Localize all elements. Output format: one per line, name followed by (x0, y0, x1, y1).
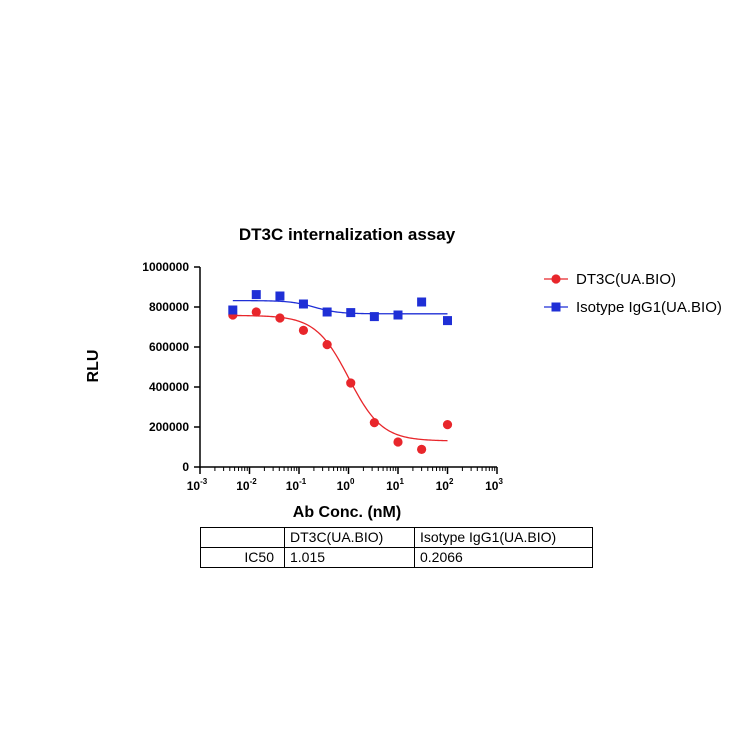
table-row-label: IC50 (200, 547, 285, 568)
table-header-row: DT3C(UA.BIO) Isotype IgG1(UA.BIO) (200, 527, 593, 548)
data-points (228, 290, 453, 454)
legend: DT3C(UA.BIO) Isotype IgG1(UA.BIO) (544, 271, 722, 316)
data-point-series-2 (228, 305, 238, 315)
data-point-series-2 (322, 307, 332, 317)
data-point-series-2 (369, 312, 379, 322)
y-tick-label: 400000 (149, 380, 189, 394)
data-point-series-2 (417, 297, 427, 307)
x-tick-label: 100 (337, 477, 355, 493)
data-point-series-2 (298, 299, 308, 309)
data-point-series-2 (443, 316, 452, 326)
y-axis-title: RLU (85, 350, 102, 383)
y-tick-label: 800000 (149, 300, 189, 314)
table-header-cell-isotype: Isotype IgG1(UA.BIO) (414, 527, 593, 548)
data-point-series-2 (393, 310, 403, 320)
fit-curve-series-2 (232, 299, 448, 315)
x-tick-label: 101 (386, 477, 404, 493)
data-point-series-2 (251, 290, 261, 300)
data-point-series-1 (442, 420, 453, 430)
x-tick-label: 10-2 (236, 477, 257, 493)
table-header-cell-dt3c: DT3C(UA.BIO) (284, 527, 415, 548)
y-tick-label: 200000 (149, 420, 189, 434)
data-point-series-1 (393, 437, 403, 447)
data-point-series-1 (322, 340, 332, 350)
x-axis-title: Ab Conc. (nM) (293, 504, 401, 521)
legend-label-series-1: DT3C(UA.BIO) (576, 271, 676, 288)
legend-marker-series-2 (551, 302, 561, 312)
x-tick-label: 10-3 (187, 477, 208, 493)
fit-curve-series-1 (232, 314, 448, 442)
x-tick-label: 103 (485, 477, 503, 493)
chart-title: DT3C internalization assay (239, 225, 456, 244)
data-point-series-1 (417, 444, 427, 454)
y-tick-label: 0 (182, 460, 189, 474)
data-point-series-1 (251, 307, 261, 317)
ic50-table: DT3C(UA.BIO) Isotype IgG1(UA.BIO) IC50 1… (200, 527, 593, 568)
legend-marker-series-1 (551, 274, 561, 284)
table-cell-dt3c-ic50: 1.015 (284, 547, 415, 568)
data-point-series-2 (346, 308, 356, 318)
x-tick-label: 102 (436, 477, 454, 493)
data-point-series-1 (369, 418, 379, 428)
data-point-series-1 (275, 313, 285, 323)
legend-label-series-2: Isotype IgG1(UA.BIO) (576, 299, 722, 316)
table-cell-isotype-ic50: 0.2066 (414, 547, 593, 568)
table-row: IC50 1.015 0.2066 (200, 547, 593, 568)
data-point-series-1 (346, 378, 356, 388)
table-header-cell-empty (200, 527, 285, 548)
y-tick-label: 1000000 (142, 260, 189, 274)
x-tick-label: 10-1 (286, 477, 307, 493)
data-point-series-1 (298, 325, 309, 335)
fit-curves (232, 299, 448, 442)
axes: 0 200000 400000 600000 800000 1000000 10-3 10-2… (142, 260, 503, 493)
data-point-series-2 (275, 291, 285, 301)
y-tick-label: 600000 (149, 340, 189, 354)
